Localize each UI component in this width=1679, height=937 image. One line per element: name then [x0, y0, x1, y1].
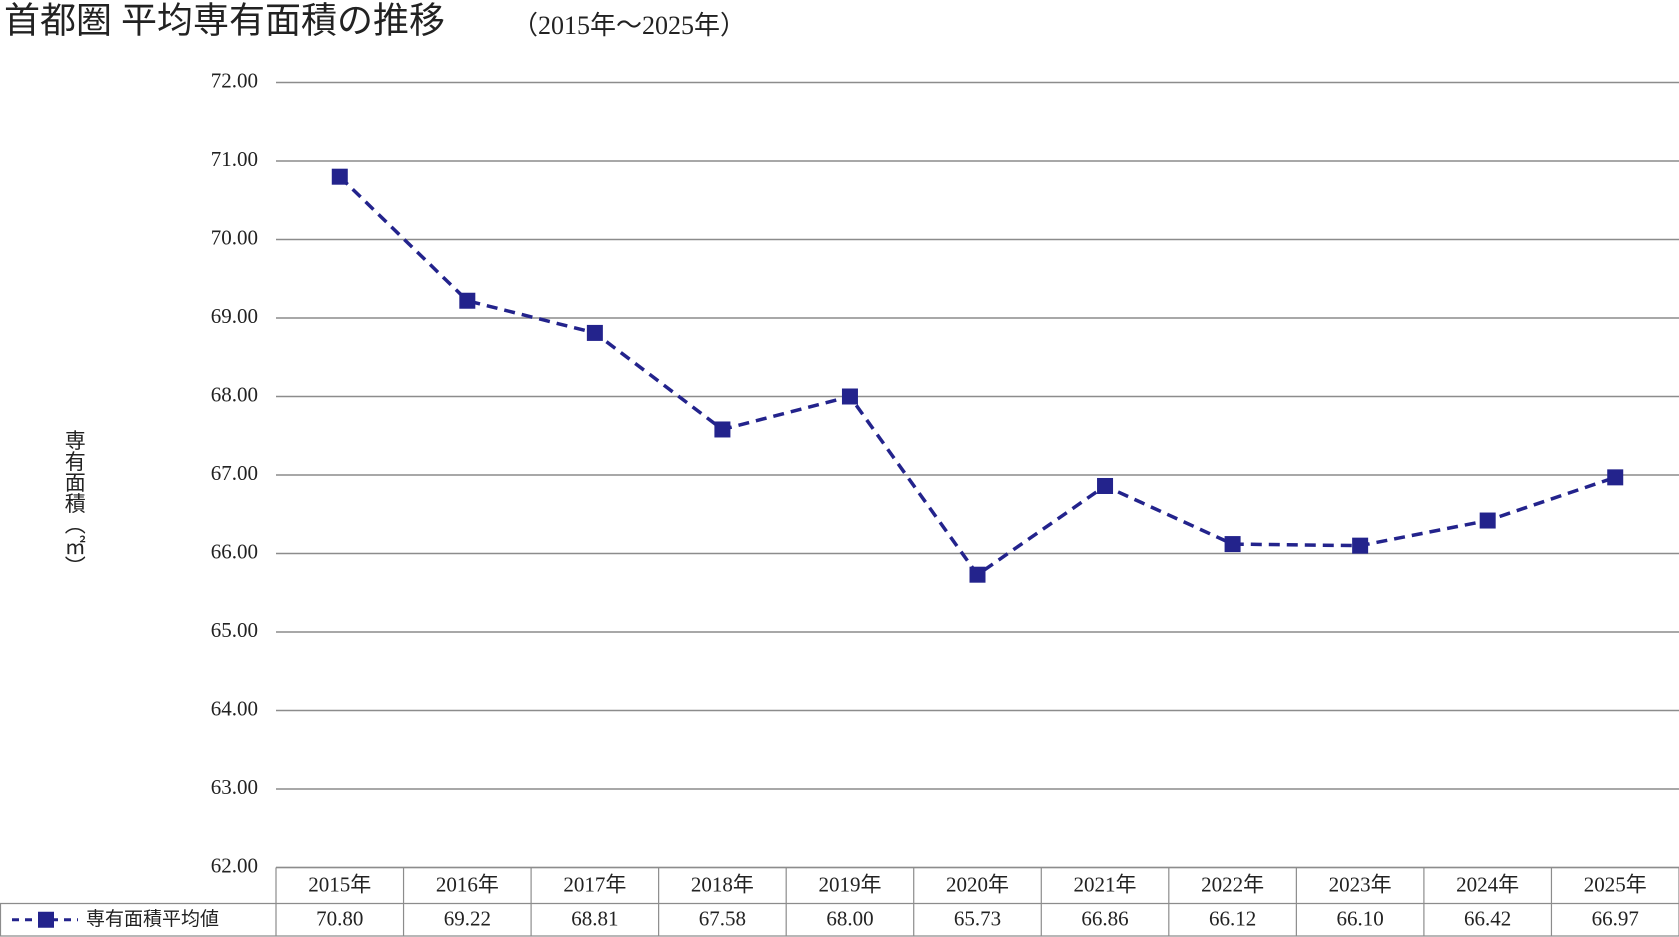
- y-tick-label: 70.00: [211, 225, 258, 249]
- data-point: [459, 292, 476, 309]
- data-point: [1607, 469, 1624, 486]
- legend-label: 専有面積平均値: [86, 908, 219, 930]
- legend-marker: [38, 911, 54, 928]
- data-point: [331, 168, 348, 185]
- x-tick-label: 2017年: [563, 872, 626, 896]
- data-point: [586, 324, 603, 341]
- x-tick-label: 2021年: [1074, 872, 1137, 896]
- y-tick-label: 69.00: [211, 304, 258, 328]
- table-value: 66.86: [1081, 907, 1128, 931]
- y-tick-label: 68.00: [211, 382, 258, 406]
- table-value: 68.00: [826, 907, 873, 931]
- table-value: 70.80: [316, 907, 363, 931]
- chart-title: 首都圏 平均専有面積の推移: [4, 0, 445, 40]
- table-value: 66.12: [1209, 907, 1256, 931]
- x-tick-label: 2019年: [818, 872, 881, 896]
- data-point: [969, 566, 986, 583]
- table-value: 67.58: [699, 907, 746, 931]
- data-point: [1224, 536, 1241, 553]
- x-tick-label: 2020年: [946, 872, 1009, 896]
- table-value: 66.42: [1464, 907, 1511, 931]
- y-tick-label: 67.00: [211, 461, 258, 485]
- table-value: 68.81: [571, 907, 618, 931]
- data-point: [1479, 512, 1496, 529]
- y-tick-label: 62.00: [211, 853, 258, 877]
- x-tick-label: 2024年: [1456, 872, 1519, 896]
- data-point: [714, 421, 731, 438]
- x-tick-label: 2016年: [436, 872, 499, 896]
- x-tick-label: 2023年: [1329, 872, 1392, 896]
- table-value: 69.22: [444, 907, 491, 931]
- table-value: 66.10: [1337, 907, 1384, 931]
- x-tick-label: 2018年: [691, 872, 754, 896]
- table-value: 65.73: [954, 907, 1001, 931]
- y-tick-label: 66.00: [211, 539, 258, 563]
- table-value: 66.97: [1592, 907, 1639, 931]
- y-tick-label: 64.00: [211, 696, 258, 720]
- x-tick-label: 2022年: [1201, 872, 1264, 896]
- chart-subtitle: （2015年～2025年）: [512, 11, 746, 40]
- y-tick-label: 71.00: [211, 147, 258, 171]
- x-tick-label: 2015年: [308, 872, 371, 896]
- y-tick-label: 63.00: [211, 775, 258, 799]
- data-line: [338, 175, 1616, 578]
- x-tick-label: 2025年: [1584, 872, 1647, 896]
- data-point: [841, 388, 858, 405]
- y-axis-label: 専有面積（㎡）: [62, 430, 86, 577]
- data-point: [1097, 477, 1114, 494]
- y-tick-label: 72.00: [211, 68, 258, 92]
- data-point: [1352, 537, 1369, 554]
- y-tick-label: 65.00: [211, 618, 258, 642]
